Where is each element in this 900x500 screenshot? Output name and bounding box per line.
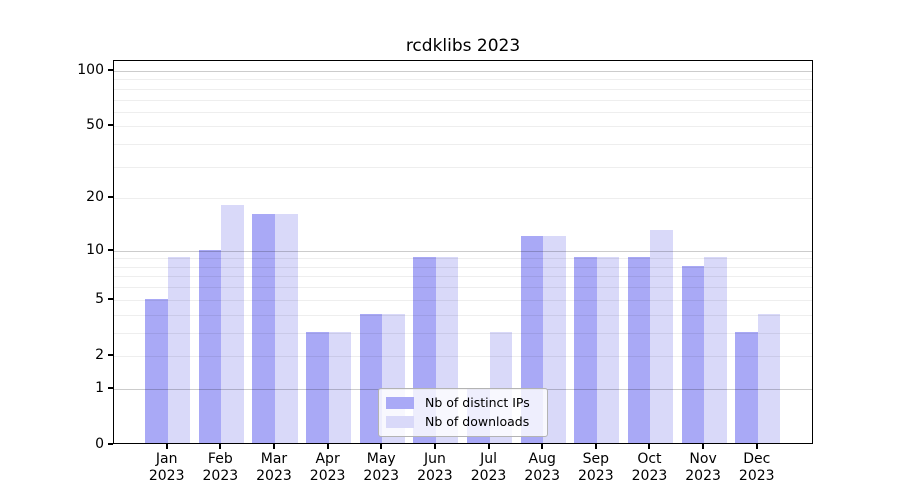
- x-axis-tick-label: Jan 2023: [148, 451, 185, 484]
- x-axis-tick: [219, 444, 222, 449]
- minor-gridline: [114, 299, 812, 301]
- bar-nb-of-downloads-dec: [757, 313, 781, 443]
- bar-nb-of-distinct-ips-apr: [306, 331, 329, 443]
- x-axis-tick: [702, 444, 705, 449]
- y-axis-tick-label: 20: [86, 189, 104, 206]
- minor-gridline: [114, 266, 812, 268]
- y-axis-tick: [108, 353, 113, 356]
- legend-swatch-distinct-ips: [386, 397, 414, 410]
- bar-nb-of-downloads-apr: [328, 331, 352, 443]
- x-axis-tick-label: Feb 2023: [202, 451, 239, 484]
- minor-gridline: [114, 79, 812, 81]
- minor-gridline: [114, 88, 812, 90]
- y-axis-tick: [108, 196, 113, 199]
- bar-nb-of-distinct-ips-mar: [252, 214, 275, 443]
- bar-nb-of-distinct-ips-feb: [198, 249, 222, 443]
- chart-title: rcdklibs 2023: [405, 36, 521, 56]
- minor-gridline: [114, 355, 812, 357]
- x-axis-tick: [326, 444, 329, 449]
- x-axis-tick: [165, 444, 168, 449]
- y-axis-tick: [108, 443, 113, 445]
- y-axis-tick: [108, 248, 113, 251]
- minor-gridline: [114, 332, 812, 334]
- minor-gridline: [114, 287, 812, 289]
- bar-nb-of-downloads-nov: [704, 257, 727, 443]
- legend-swatch-downloads: [386, 415, 414, 428]
- y-axis-tick-label: 5: [95, 290, 104, 307]
- bar-nb-of-downloads-oct: [650, 230, 674, 443]
- legend-item-downloads: Nb of downloads: [386, 414, 540, 430]
- x-axis-tick-label: Jun 2023: [417, 451, 453, 484]
- minor-gridline: [114, 111, 812, 113]
- y-axis-tick-label: 0: [95, 436, 104, 452]
- bar-nb-of-distinct-ips-sep: [574, 257, 597, 443]
- legend-label-downloads: Nb of downloads: [425, 413, 530, 429]
- minor-gridline: [114, 258, 812, 260]
- minor-gridline: [114, 126, 812, 128]
- x-axis-tick-label: Aug 2023: [524, 451, 560, 484]
- minor-gridline: [114, 276, 812, 278]
- major-gridline: [114, 71, 812, 72]
- y-axis-tick: [108, 386, 113, 389]
- y-axis-tick-label: 10: [86, 241, 104, 258]
- legend: Nb of distinct IPs Nb of downloads: [378, 388, 548, 437]
- bar-nb-of-distinct-ips-nov: [681, 265, 705, 443]
- y-axis-tick: [108, 69, 113, 71]
- minor-gridline: [114, 314, 812, 316]
- x-axis-tick-label: Dec 2023: [738, 451, 775, 484]
- x-axis-tick-label: Sep 2023: [577, 451, 614, 484]
- legend-item-distinct-ips: Nb of distinct IPs: [386, 395, 540, 411]
- x-axis-tick: [541, 444, 544, 449]
- x-axis-tick: [272, 444, 275, 449]
- x-axis-tick: [594, 444, 597, 449]
- bar-nb-of-downloads-sep: [596, 257, 620, 443]
- legend-label-distinct-ips: Nb of distinct IPs: [425, 395, 530, 411]
- minor-gridline: [114, 99, 812, 101]
- x-axis-tick-label: Jul 2023: [470, 451, 507, 484]
- y-axis-tick-label: 100: [77, 62, 104, 78]
- bar-nb-of-downloads-jan: [167, 257, 191, 443]
- x-axis-tick-label: Mar 2023: [256, 451, 292, 484]
- x-axis-tick: [648, 444, 651, 449]
- x-axis-tick: [380, 444, 383, 449]
- minor-gridline: [114, 144, 812, 146]
- bar-nb-of-distinct-ips-dec: [735, 331, 758, 443]
- bar-nb-of-distinct-ips-may: [359, 313, 383, 443]
- bar-nb-of-distinct-ips-oct: [627, 257, 651, 443]
- y-axis-tick: [108, 124, 113, 127]
- minor-gridline: [114, 166, 812, 168]
- bar-nb-of-distinct-ips-jan: [145, 298, 168, 443]
- x-axis-tick-label: May 2023: [363, 451, 400, 484]
- x-axis-tick-label: Apr 2023: [309, 451, 346, 484]
- x-axis-tick-label: Oct 2023: [631, 451, 668, 484]
- x-axis-tick: [487, 444, 490, 449]
- y-axis-tick-label: 50: [86, 117, 104, 134]
- y-axis-tick-label: 2: [95, 346, 104, 363]
- minor-gridline: [114, 198, 812, 200]
- y-axis-tick: [108, 297, 113, 300]
- major-gridline: [114, 250, 812, 252]
- x-axis-tick: [433, 444, 436, 449]
- bar-nb-of-downloads-mar: [274, 214, 298, 443]
- bar-nb-of-downloads-feb: [221, 205, 244, 443]
- y-axis-tick-label: 1: [95, 379, 104, 396]
- x-axis-tick-label: Nov 2023: [685, 451, 721, 484]
- plot-area: [113, 60, 813, 444]
- bar-nb-of-downloads-aug: [543, 236, 566, 443]
- x-axis-tick: [755, 444, 758, 449]
